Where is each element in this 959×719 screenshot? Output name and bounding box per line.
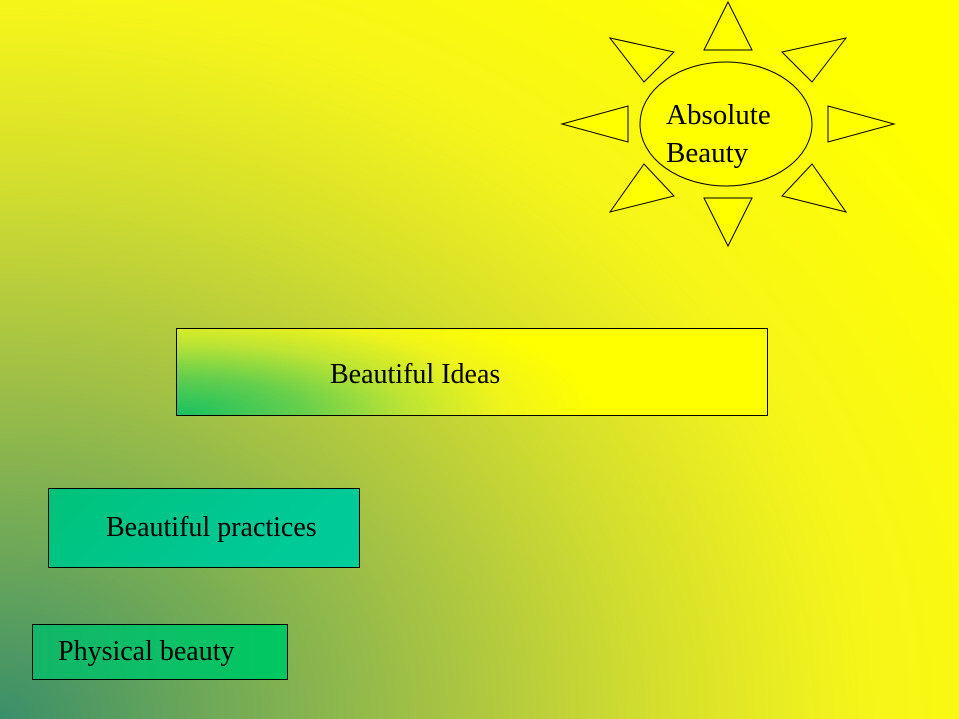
sun-label: Absolute Beauty — [666, 96, 771, 172]
level-label: Beautiful practices — [106, 512, 317, 543]
sun-ray-right — [827, 105, 896, 143]
sun-ray-left — [560, 105, 629, 143]
level-beautiful-ideas: Beautiful Ideas — [176, 328, 768, 416]
sun-ray-top — [703, 0, 753, 51]
level-label: Physical beauty — [58, 636, 235, 667]
sun-core — [639, 61, 813, 187]
level-label: Beautiful Ideas — [330, 359, 501, 390]
sun-ray-bottom-left — [608, 163, 675, 213]
sun-ray-top-left — [608, 37, 676, 83]
sun-label-line-1: Absolute — [666, 99, 771, 131]
sun-label-line-2: Beauty — [666, 137, 749, 169]
sun-ray-bottom — [703, 197, 753, 248]
sun-ray-top-right — [780, 37, 848, 83]
level-beautiful-practices: Beautiful practices — [48, 488, 360, 568]
sun-ray-bottom-right — [781, 163, 848, 213]
level-physical-beauty: Physical beauty — [32, 624, 288, 680]
